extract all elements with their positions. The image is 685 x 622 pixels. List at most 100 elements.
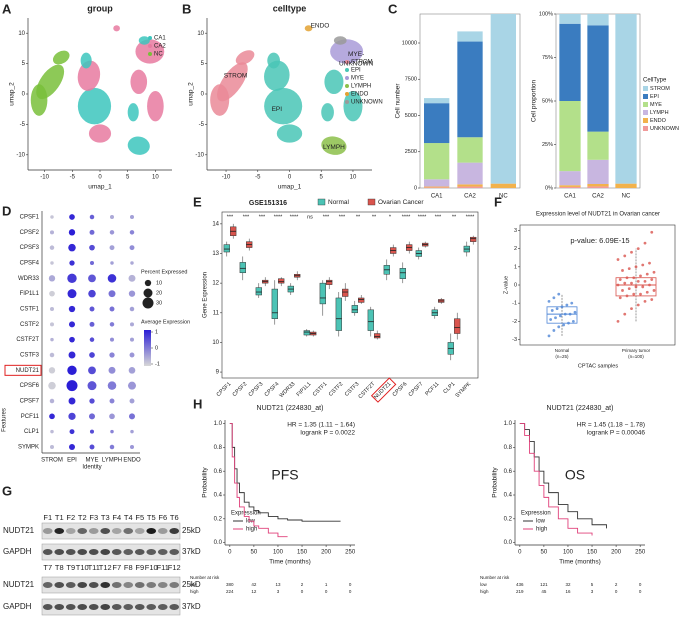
band — [88, 528, 99, 534]
data-point — [636, 303, 640, 307]
band-name: GAPDH — [3, 547, 32, 556]
band — [77, 549, 88, 555]
data-point — [623, 312, 627, 316]
band — [65, 582, 76, 588]
bar-segment — [587, 131, 609, 160]
data-point — [570, 301, 574, 305]
data-point — [645, 272, 649, 276]
dot — [110, 429, 114, 434]
dot — [50, 261, 54, 265]
y-tick-label: 5000 — [405, 113, 417, 119]
chart-title: group — [87, 3, 113, 13]
risk-value: 0 — [301, 589, 304, 594]
box — [342, 288, 349, 297]
dot — [129, 337, 135, 342]
legend-swatch — [643, 86, 648, 91]
lane-label: T5 — [147, 513, 156, 522]
data-point — [547, 334, 551, 338]
dot — [109, 322, 115, 327]
legend-label: Ovarian Cancer — [378, 199, 424, 206]
band — [157, 582, 168, 588]
gene-label: WDR33 — [18, 276, 40, 282]
cell-cluster — [30, 84, 48, 116]
lane-label: F2 — [66, 513, 75, 522]
annotation: logrank P = 0.00046 — [587, 430, 646, 437]
x-tick-label: CPSF3 — [248, 381, 265, 398]
box — [470, 236, 477, 242]
annotation: HR = 1.35 (1.11 − 1.64) — [287, 422, 355, 429]
lane-label: F12 — [168, 563, 181, 572]
risk-value: 13 — [275, 582, 281, 587]
dot — [50, 215, 54, 219]
data-point — [648, 261, 651, 265]
dot — [109, 352, 115, 358]
legend-swatch — [367, 198, 376, 206]
x-tick-label: 10 — [152, 175, 159, 181]
significance: *** — [435, 214, 442, 220]
risk-value: 0 — [349, 589, 352, 594]
legend-dot — [143, 288, 153, 298]
bar-segment — [457, 184, 483, 187]
legend-label: STROM — [351, 60, 373, 66]
blot — [41, 598, 181, 616]
y-tick-label: 0.8 — [214, 445, 223, 451]
x-axis-label: Identity — [82, 465, 101, 471]
cluster-label: EPI — [272, 106, 283, 113]
cell-cluster — [127, 103, 139, 122]
risk-value: 16 — [565, 589, 571, 594]
x-tick-label: CPSF7 — [408, 381, 425, 398]
box — [367, 309, 374, 331]
risk-value: 0 — [349, 582, 352, 587]
band — [169, 604, 180, 610]
x-tick-label: 0 — [518, 550, 522, 556]
band — [88, 582, 99, 588]
x-tick-label: 250 — [345, 550, 356, 556]
legend-swatch — [345, 84, 349, 88]
y-tick-label: 25% — [542, 142, 553, 148]
significance: **** — [418, 214, 427, 220]
y-tick-label: 0.6 — [214, 469, 223, 475]
dot — [128, 274, 136, 282]
box — [319, 282, 326, 305]
data-point — [616, 319, 620, 323]
legend-label: LYMPH — [351, 84, 371, 90]
data-point — [623, 281, 627, 285]
data-point — [636, 247, 640, 251]
legend-label: LYMPH — [650, 110, 669, 116]
dot — [49, 245, 55, 250]
legend-title: Expression — [231, 511, 261, 517]
band — [123, 604, 134, 610]
dot — [129, 230, 135, 235]
bar-segment — [457, 31, 483, 42]
y-tick-label: 5 — [201, 61, 205, 67]
significance: *** — [339, 214, 346, 220]
box — [351, 305, 358, 314]
x-tick-label: CPSF1 — [216, 381, 233, 398]
legend-label: low — [536, 519, 546, 525]
y-tick-label: -2 — [512, 319, 517, 325]
legend-title: Percent Expressed — [141, 269, 187, 275]
y-tick-label: 0.8 — [504, 445, 513, 451]
chart-title: NUDT21 (224830_at) — [547, 405, 614, 412]
legend-label: Normal — [328, 199, 350, 206]
data-point — [616, 258, 620, 261]
cell-cluster — [324, 69, 344, 94]
significance: *** — [243, 214, 250, 220]
dot — [68, 412, 76, 420]
cell-cluster — [127, 136, 150, 155]
band — [157, 549, 168, 555]
color-bar — [144, 330, 151, 366]
cell-cluster — [135, 39, 165, 64]
legend-title: Expression — [521, 511, 551, 517]
x-tick-label: NC — [622, 194, 631, 200]
dot — [49, 230, 55, 235]
data-point — [549, 318, 553, 321]
band — [146, 582, 157, 588]
x-tick-label: 100 — [273, 550, 284, 556]
data-point — [645, 290, 649, 294]
bar-segment — [424, 186, 450, 188]
panel-letter: E — [193, 194, 202, 209]
significance: **** — [402, 214, 411, 220]
data-point — [625, 276, 629, 280]
dot — [49, 444, 55, 450]
